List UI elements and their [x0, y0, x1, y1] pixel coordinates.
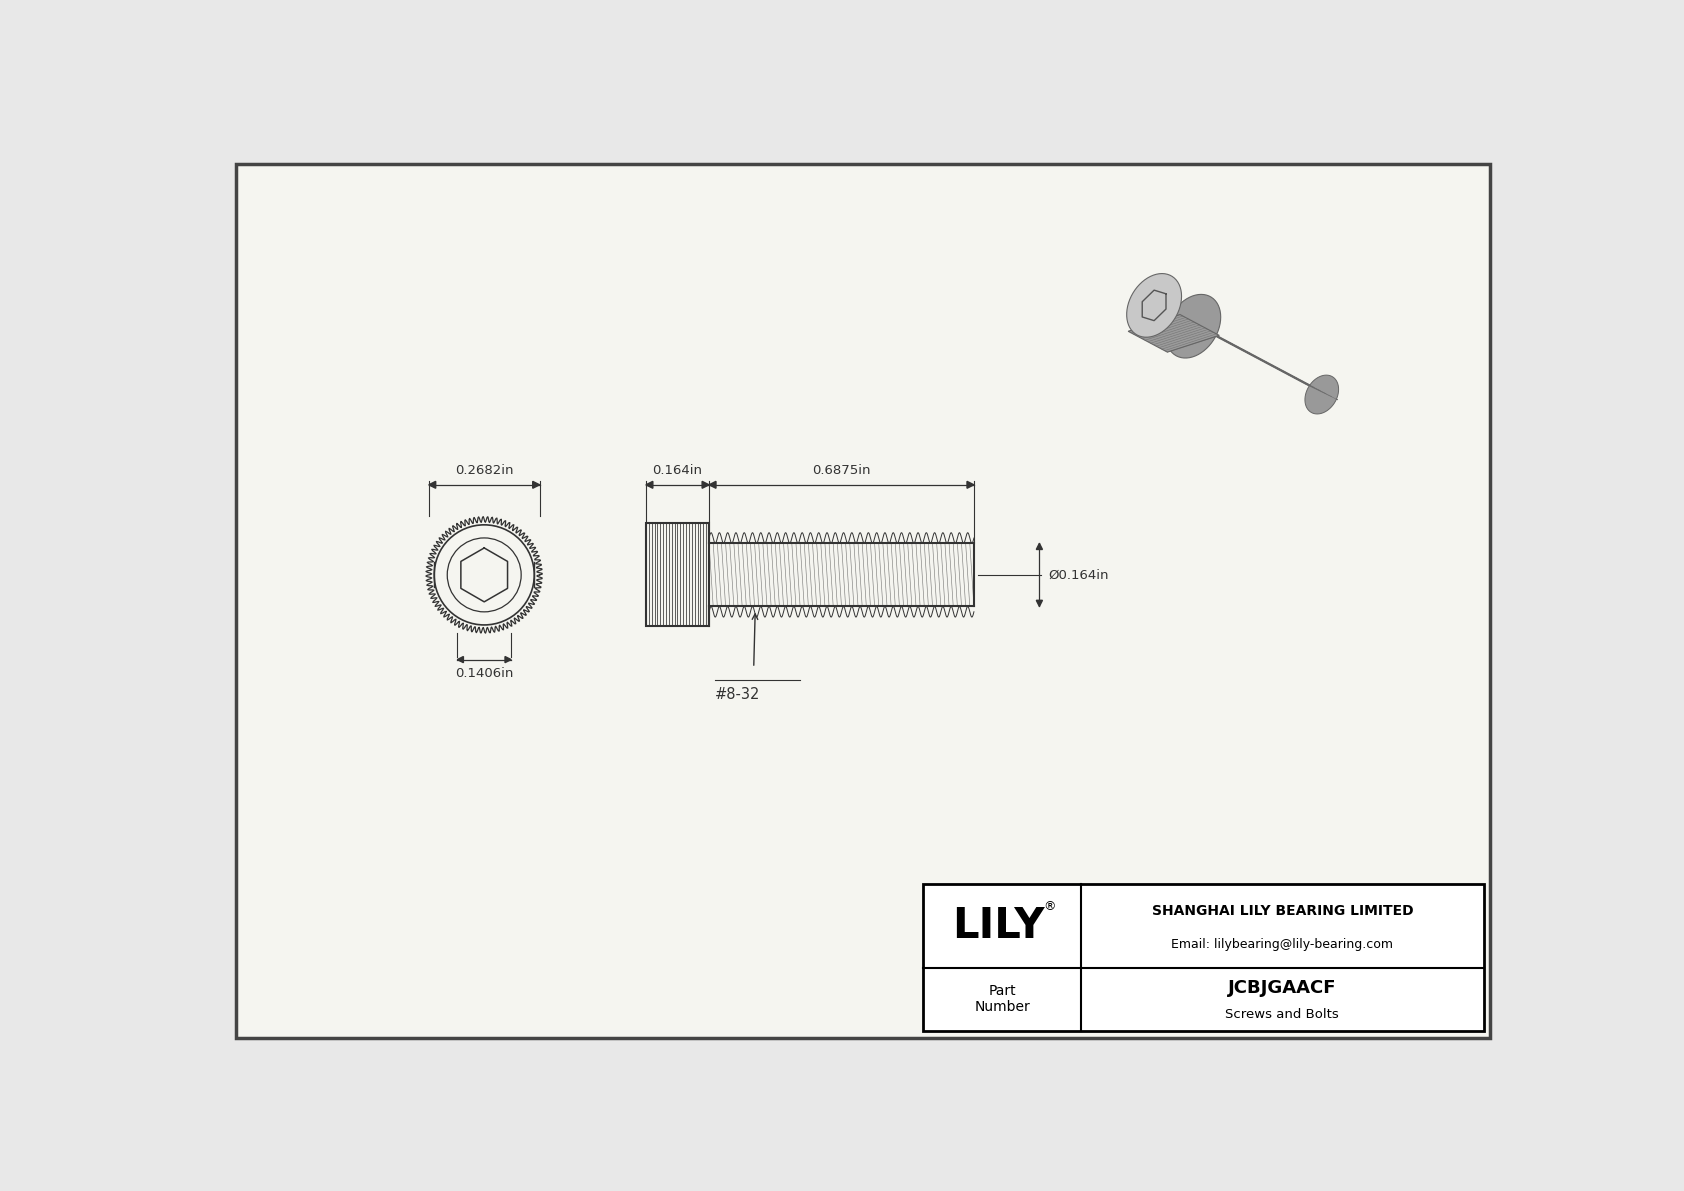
Polygon shape — [647, 481, 653, 488]
Polygon shape — [429, 481, 436, 488]
Text: Ø0.164in: Ø0.164in — [1049, 568, 1110, 581]
Text: ®: ® — [1044, 900, 1056, 913]
Polygon shape — [1127, 274, 1182, 337]
Text: 0.6875in: 0.6875in — [812, 464, 871, 478]
Polygon shape — [1036, 600, 1042, 606]
Bar — [709, 543, 973, 606]
Text: JCBJGAACF: JCBJGAACF — [1228, 979, 1337, 997]
Polygon shape — [1305, 375, 1339, 414]
Text: SHANGHAI LILY BEARING LIMITED: SHANGHAI LILY BEARING LIMITED — [1152, 904, 1413, 918]
Text: Email: lilybearing@lily-bearing.com: Email: lilybearing@lily-bearing.com — [1172, 937, 1393, 950]
Polygon shape — [709, 481, 716, 488]
Polygon shape — [1165, 294, 1221, 358]
Polygon shape — [532, 481, 539, 488]
Polygon shape — [702, 481, 709, 488]
Polygon shape — [967, 481, 973, 488]
Polygon shape — [458, 656, 463, 662]
Text: Part
Number: Part Number — [973, 984, 1031, 1015]
Text: 0.1406in: 0.1406in — [455, 667, 514, 680]
Polygon shape — [1177, 316, 1337, 400]
Text: #8-32: #8-32 — [716, 687, 761, 703]
Bar — [923, 885, 1484, 1030]
Circle shape — [434, 525, 534, 625]
Polygon shape — [1128, 314, 1219, 353]
Polygon shape — [1036, 543, 1042, 549]
Bar — [647, 523, 709, 626]
Text: 0.164in: 0.164in — [652, 464, 702, 478]
Text: 0.2682in: 0.2682in — [455, 464, 514, 478]
Text: LILY: LILY — [951, 905, 1044, 947]
Polygon shape — [505, 656, 512, 662]
Text: Screws and Bolts: Screws and Bolts — [1226, 1009, 1339, 1022]
